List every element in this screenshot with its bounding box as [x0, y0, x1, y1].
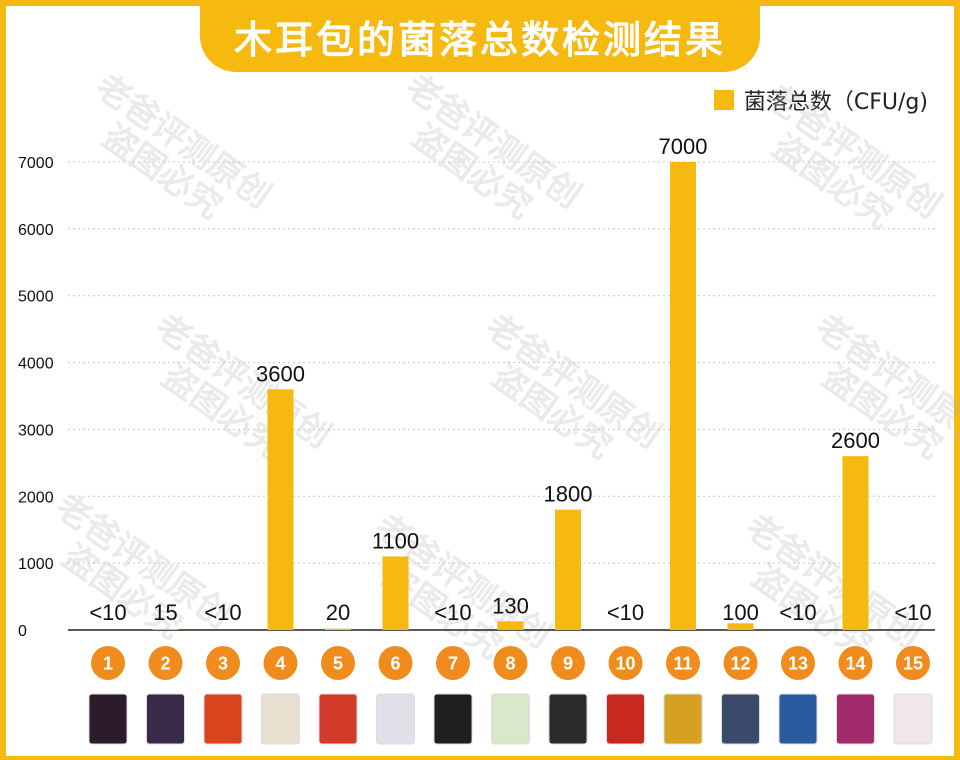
category-label-7: 7: [448, 654, 458, 674]
bar-5: [325, 628, 351, 630]
category-label-14: 14: [845, 654, 865, 674]
category-badge-6: [378, 646, 413, 680]
value-label-5: 20: [326, 600, 350, 625]
value-label-9: 1800: [544, 482, 593, 507]
y-tick-label: 1000: [18, 556, 54, 573]
category-label-6: 6: [390, 654, 400, 674]
category-label-12: 12: [730, 654, 750, 674]
category-badge-15: [896, 646, 930, 680]
y-tick-label: 3000: [18, 422, 54, 439]
value-label-1: <10: [89, 600, 126, 625]
bar-12: [727, 623, 754, 630]
category-label-3: 3: [218, 654, 228, 674]
category-label-13: 13: [788, 654, 808, 674]
bar-8: [497, 621, 524, 630]
value-label-7: <10: [434, 600, 471, 625]
value-label-10: <10: [607, 600, 644, 625]
legend: 菌落总数（CFU/g): [713, 84, 928, 116]
product-thumbnail-9: [548, 693, 588, 745]
value-label-14: 2600: [831, 428, 880, 453]
category-badge-10: [608, 646, 643, 680]
category-badge-13: [781, 646, 815, 680]
category-badge-3: [206, 646, 240, 680]
category-label-11: 11: [673, 654, 692, 674]
category-label-4: 4: [275, 654, 285, 674]
category-badge-8: [493, 646, 528, 680]
category-label-5: 5: [333, 654, 343, 674]
bar-6: [382, 556, 409, 630]
category-label-8: 8: [505, 654, 515, 674]
y-tick-label: 5000: [18, 289, 54, 306]
product-thumbnail-5: [318, 693, 358, 745]
category-label-15: 15: [903, 654, 923, 674]
category-label-1: 1: [103, 654, 113, 674]
y-tick-label: 0: [18, 623, 27, 640]
product-thumbnail-15: [893, 693, 933, 745]
title-banner: 木耳包的菌落总数检测结果: [200, 0, 760, 72]
value-label-15: <10: [894, 600, 931, 625]
value-label-6: 1100: [372, 528, 419, 553]
product-thumbnail-14: [836, 693, 875, 745]
category-label-9: 9: [563, 654, 573, 674]
bar-11: [670, 162, 696, 630]
product-thumbnail-1: [88, 693, 128, 745]
y-tick-label: 6000: [18, 222, 54, 239]
legend-swatch: [713, 90, 734, 110]
category-badge-1: [91, 646, 125, 680]
value-label-12: 100: [722, 600, 759, 625]
y-tick-label: 4000: [18, 356, 54, 373]
value-label-2: 15: [153, 600, 177, 625]
product-thumbnail-10: [606, 693, 645, 745]
product-thumbnail-11: [663, 693, 703, 745]
bar-9: [555, 509, 581, 630]
category-badge-5: [321, 646, 355, 680]
value-label-11: 7000: [659, 134, 708, 159]
bar-4: [267, 389, 294, 630]
product-thumbnail-3: [203, 693, 243, 745]
value-label-4: 3600: [256, 361, 305, 386]
y-tick-label: 7000: [18, 155, 54, 172]
value-label-8: 130: [492, 593, 529, 618]
product-thumbnail-4: [261, 693, 300, 745]
bar-14: [842, 456, 869, 630]
legend-label: 菌落总数（CFU/g): [743, 90, 928, 115]
value-label-3: <10: [204, 600, 241, 625]
product-thumbnail-12: [721, 693, 760, 745]
product-thumbnail-6: [376, 693, 415, 745]
category-badge-14: [838, 646, 873, 680]
category-label-2: 2: [160, 654, 170, 674]
category-badge-4: [263, 646, 298, 680]
category-badge-11: [666, 646, 700, 680]
category-badge-9: [551, 646, 585, 680]
bar-2: [152, 628, 179, 630]
category-badge-7: [436, 646, 470, 680]
product-thumbnail-2: [146, 693, 185, 745]
category-badge-12: [723, 646, 758, 680]
product-thumbnail-7: [433, 693, 473, 745]
category-label-10: 10: [615, 654, 635, 674]
product-thumbnail-13: [778, 693, 818, 745]
product-thumbnail-8: [491, 693, 530, 745]
category-badge-2: [148, 646, 183, 680]
chart-title: 木耳包的菌落总数检测结果: [233, 17, 726, 62]
value-label-13: <10: [779, 600, 816, 625]
y-tick-label: 2000: [18, 489, 54, 506]
